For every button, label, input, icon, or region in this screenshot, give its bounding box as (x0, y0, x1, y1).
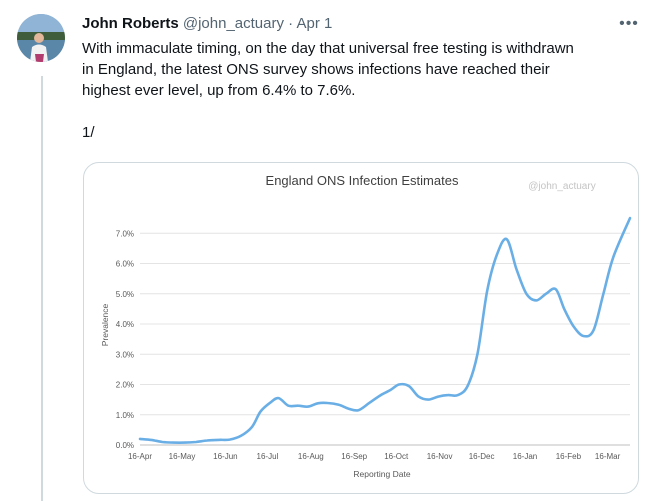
thread-marker: 1/ (82, 124, 95, 141)
x-tick-label: 16-Feb (556, 452, 582, 461)
x-tick-label: 16-Mar (595, 452, 621, 461)
tweet-media-image[interactable]: 0.0% 1.0% 2.0% 3.0% 4.0% 5.0% 6.0% 7.0% 16-Apr 1… (83, 162, 639, 494)
y-tick-label: 4.0% (116, 320, 134, 329)
x-tick-label: 16-Aug (298, 452, 324, 461)
chart-watermark: @john_actuary (528, 181, 595, 192)
infection-chart: 0.0% 1.0% 2.0% 3.0% 4.0% 5.0% 6.0% 7.0% 16-Apr 1… (100, 173, 632, 479)
y-tick-label: 5.0% (116, 290, 134, 299)
author-handle[interactable]: @john_actuary (182, 15, 284, 32)
y-tick-label: 6.0% (116, 260, 134, 269)
tweet-text: With immaculate timing, on the day that … (82, 38, 642, 143)
y-axis-label: Prevalence (100, 303, 110, 346)
tweet-text-line: in England, the latest ONS survey shows … (82, 61, 550, 78)
tweet-text-line: With immaculate timing, on the day that … (82, 40, 574, 57)
x-tick-label: 16-Nov (427, 452, 453, 461)
chart-title: England ONS Infection Estimates (266, 173, 459, 188)
x-tick-label: 16-Oct (384, 452, 409, 461)
more-options-button[interactable]: ••• (616, 12, 642, 36)
y-tick-label: 0.0% (116, 441, 134, 450)
y-tick-label: 7.0% (116, 229, 134, 238)
x-tick-label: 16-Sep (341, 452, 367, 461)
x-tick-label: 16-Jun (213, 452, 237, 461)
tweet-date[interactable]: Apr 1 (296, 15, 333, 32)
x-tick-label: 16-Dec (469, 452, 495, 461)
series-line (138, 216, 632, 444)
thread-connector-line (41, 76, 43, 501)
avatar-photo (17, 14, 65, 62)
tweet-header: John Roberts @john_actuary · Apr 1 (82, 14, 332, 34)
x-tick-label: 16-Apr (128, 452, 152, 461)
x-axis-label: Reporting Date (353, 469, 410, 479)
y-tick-label: 2.0% (116, 381, 134, 390)
more-horizontal-icon: ••• (619, 15, 639, 32)
y-tick-label: 1.0% (116, 411, 134, 420)
x-tick-label: 16-Jul (257, 452, 279, 461)
y-tick-label: 3.0% (116, 350, 134, 359)
x-tick-label: 16-Jan (513, 452, 537, 461)
header-separator: · (288, 15, 294, 32)
avatar[interactable] (17, 14, 65, 62)
author-name[interactable]: John Roberts (82, 15, 179, 32)
tweet-text-line: highest ever level, up from 6.4% to 7.6%… (82, 82, 356, 99)
x-tick-label: 16-May (169, 452, 196, 461)
